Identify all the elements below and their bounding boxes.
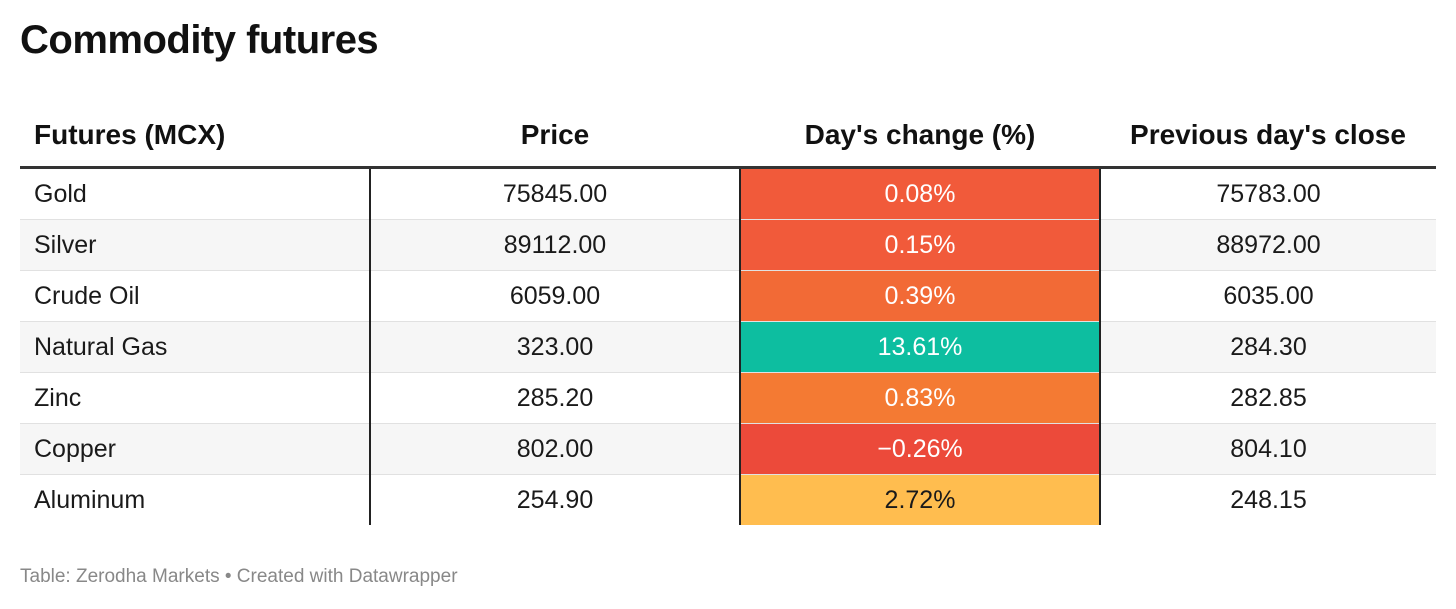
commodity-name-cell: Gold — [34, 179, 87, 208]
days-change-cell: 0.15% — [739, 219, 1101, 271]
price-cell: 75845.00 — [369, 167, 740, 220]
commodity-futures-table: Futures (MCX) Price Day's change (%) Pre… — [20, 104, 1436, 525]
days-change-cell: 0.39% — [739, 270, 1101, 322]
price-cell: 6059.00 — [369, 270, 740, 322]
column-header-days-change[interactable]: Day's change (%) — [740, 104, 1100, 169]
source-footer: Table: Zerodha Markets • Created with Da… — [20, 566, 458, 587]
commodity-name-cell: Aluminum — [20, 474, 370, 525]
table-title: Commodity futures — [20, 18, 379, 62]
table-row: Silver 89112.00 0.15% 88972.00 — [20, 219, 1436, 271]
previous-close-cell: 282.85 — [1100, 372, 1436, 424]
previous-close-cell: 248.15 — [1100, 474, 1436, 525]
commodity-name-cell: Copper — [20, 423, 370, 475]
table-row: Copper 802.00 −0.26% 804.10 — [20, 423, 1436, 475]
price-cell: 89112.00 — [369, 219, 740, 271]
price-cell: 323.00 — [369, 321, 740, 373]
days-change-cell: 0.08% — [739, 167, 1101, 220]
commodity-name-cell: Silver — [20, 219, 370, 271]
price-cell: 285.20 — [369, 372, 740, 424]
column-header-previous-close[interactable]: Previous day's close — [1100, 104, 1436, 169]
header-row: Futures (MCX) Price Day's change (%) Pre… — [20, 104, 1436, 169]
commodity-name-cell: Crude Oil — [20, 270, 370, 322]
days-change-cell: 0.83% — [739, 372, 1101, 424]
column-header-futures[interactable]: Futures (MCX) — [20, 104, 370, 169]
commodity-name-cell: Natural Gas — [20, 321, 370, 373]
table-body: Gold 75845.00 0.08% 75783.00 Silver 89112.00 0… — [20, 167, 1436, 525]
days-change-cell: −0.26% — [739, 423, 1101, 475]
table-row: Crude Oil 6059.00 0.39% 6035.00 — [20, 270, 1436, 322]
table-row: Natural Gas 323.00 13.61% 284.30 — [20, 321, 1436, 373]
previous-close-cell: 75783.00 — [1216, 179, 1321, 208]
previous-close-cell: 804.10 — [1100, 423, 1436, 475]
days-change-cell: 2.72% — [739, 474, 1101, 525]
previous-close-cell: 6035.00 — [1100, 270, 1436, 322]
table-row: Gold 75845.00 0.08% 75783.00 — [20, 167, 1436, 220]
days-change-cell: 13.61% — [739, 321, 1101, 373]
price-cell: 802.00 — [369, 423, 740, 475]
commodity-name-cell: Zinc — [20, 372, 370, 424]
previous-close-cell: 88972.00 — [1100, 219, 1436, 271]
previous-close-cell: 284.30 — [1100, 321, 1436, 373]
column-header-price[interactable]: Price — [370, 104, 740, 169]
table-row: Aluminum 254.90 2.72% 248.15 — [20, 474, 1436, 525]
price-cell: 254.90 — [369, 474, 740, 525]
table-row: Zinc 285.20 0.83% 282.85 — [20, 372, 1436, 424]
